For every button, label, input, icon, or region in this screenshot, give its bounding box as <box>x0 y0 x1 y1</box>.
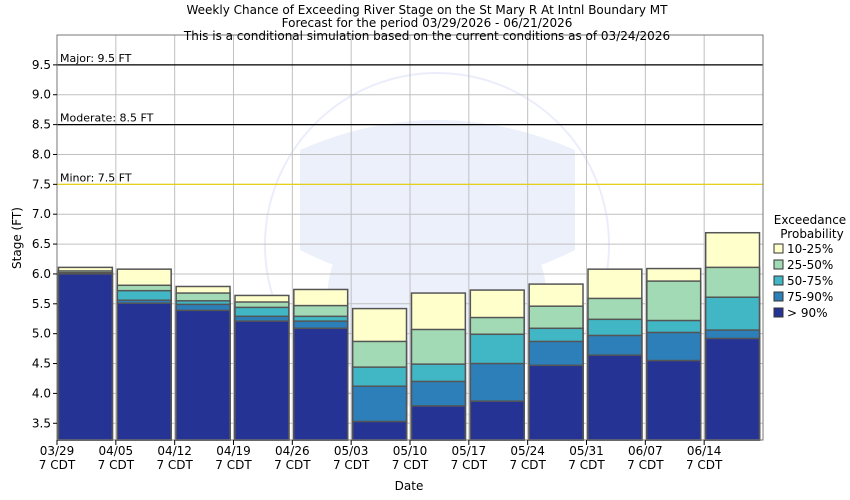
x-tick-sublabel: 7 CDT <box>568 458 605 472</box>
bar-segment-90 <box>175 309 231 441</box>
x-tick-label: 05/24 <box>510 444 545 458</box>
bar-segment-90 <box>351 420 408 441</box>
x-tick-label: 04/05 <box>99 444 134 458</box>
legend-label: > 90% <box>787 306 828 320</box>
legend-label: 10-25% <box>787 242 833 256</box>
threshold-label: Minor: 7.5 FT <box>60 171 132 184</box>
x-tick-label: 04/19 <box>216 444 251 458</box>
x-tick-sublabel: 7 CDT <box>39 458 76 472</box>
bar-segment-90 <box>293 327 349 441</box>
x-tick-sublabel: 7 CDT <box>392 458 429 472</box>
x-tick-label: 05/10 <box>393 444 428 458</box>
legend-swatch <box>773 291 784 302</box>
x-tick-label: 05/31 <box>569 444 604 458</box>
x-tick-sublabel: 7 CDT <box>156 458 193 472</box>
chart-title-line3: This is a conditional simulation based o… <box>183 29 670 43</box>
y-tick-label: 8.5 <box>32 118 51 132</box>
bar-segment-90 <box>704 337 761 441</box>
y-tick-label: 9.0 <box>32 88 51 102</box>
bar-segment-90 <box>234 320 290 441</box>
threshold-label: Major: 9.5 FT <box>60 52 132 65</box>
y-tick-label: 7.5 <box>32 177 51 191</box>
x-tick-sublabel: 7 CDT <box>451 458 488 472</box>
bar-segment-90 <box>587 354 643 441</box>
legend-title-line2: Probability <box>780 227 843 241</box>
y-tick-label: 5.0 <box>32 327 51 341</box>
bar-segment-90 <box>528 364 584 441</box>
x-tick-label: 04/26 <box>275 444 310 458</box>
y-tick-label: 5.5 <box>32 297 51 311</box>
y-tick-label: 4.5 <box>32 357 51 371</box>
y-tick-label: 6.0 <box>32 267 51 281</box>
legend-label: 50-75% <box>787 274 833 288</box>
bar-segment-90 <box>469 400 525 441</box>
legend-title-line1: Exceedance <box>774 213 846 227</box>
x-tick-sublabel: 7 CDT <box>98 458 135 472</box>
y-tick-label: 3.5 <box>32 416 51 430</box>
x-tick-sublabel: 7 CDT <box>686 458 723 472</box>
x-tick-label: 03/29 <box>40 444 75 458</box>
bar-segment-90 <box>646 359 702 441</box>
x-tick-label: 06/07 <box>628 444 663 458</box>
chart-title-line1: Weekly Chance of Exceeding River Stage o… <box>187 3 669 17</box>
x-tick-label: 05/03 <box>334 444 369 458</box>
x-tick-sublabel: 7 CDT <box>274 458 311 472</box>
legend-label: 25-50% <box>787 258 833 272</box>
chart-title-line2: Forecast for the period 03/29/2026 - 06/… <box>282 16 573 30</box>
x-axis-label: Date <box>395 479 424 493</box>
x-tick-sublabel: 7 CDT <box>627 458 664 472</box>
x-tick-sublabel: 7 CDT <box>215 458 252 472</box>
y-tick-label: 7.0 <box>32 207 51 221</box>
legend-swatch <box>773 259 784 270</box>
x-tick-label: 04/12 <box>157 444 192 458</box>
x-tick-sublabel: 7 CDT <box>333 458 370 472</box>
legend: Exceedance Probability 10-25% 25-50% 50-75… <box>773 213 846 320</box>
legend-swatch <box>773 243 784 254</box>
legend-swatch <box>773 275 784 286</box>
legend-swatch <box>773 307 784 318</box>
x-tick-label: 05/17 <box>452 444 487 458</box>
y-tick-label: 6.5 <box>32 237 51 251</box>
y-tick-label: 9.5 <box>32 58 51 72</box>
y-axis-label: Stage (FT) <box>10 207 24 269</box>
x-tick-sublabel: 7 CDT <box>509 458 546 472</box>
bar-segment-90 <box>57 273 114 441</box>
x-tick-label: 06/14 <box>687 444 722 458</box>
y-tick-label: 4.0 <box>32 386 51 400</box>
bar-segment-90 <box>116 302 172 441</box>
legend-label: 75-90% <box>787 290 833 304</box>
y-tick-label: 8.0 <box>32 147 51 161</box>
bar-segment-90 <box>410 405 467 441</box>
threshold-label: Moderate: 8.5 FT <box>60 112 154 125</box>
